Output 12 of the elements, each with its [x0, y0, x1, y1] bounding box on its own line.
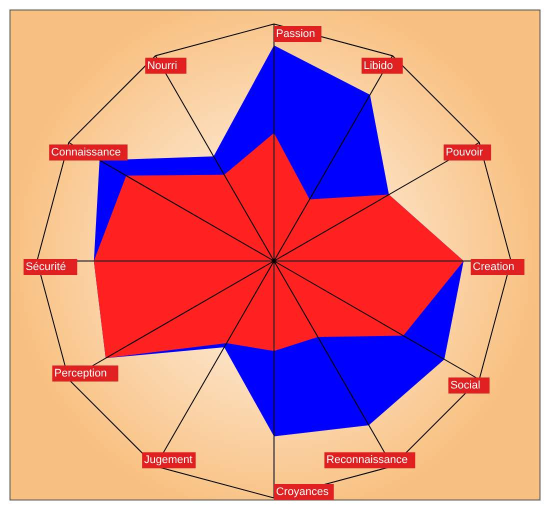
spoke-label: Creation — [472, 261, 514, 273]
spoke-label: Connaissance — [51, 146, 121, 158]
spoke-label: Pouvoir — [446, 146, 484, 158]
spoke-label: Nourri — [147, 60, 178, 72]
spoke-label: Reconnaissance — [326, 454, 408, 466]
spoke-label: Passion — [276, 28, 316, 40]
spoke-label: Croyances — [276, 486, 330, 498]
spoke-label: Sécurité — [26, 261, 66, 273]
spoke-label: Jugement — [144, 454, 192, 466]
spoke-label: Social — [450, 380, 480, 392]
spoke-label: Libido — [364, 60, 393, 72]
spoke-label: Perception — [54, 368, 107, 380]
